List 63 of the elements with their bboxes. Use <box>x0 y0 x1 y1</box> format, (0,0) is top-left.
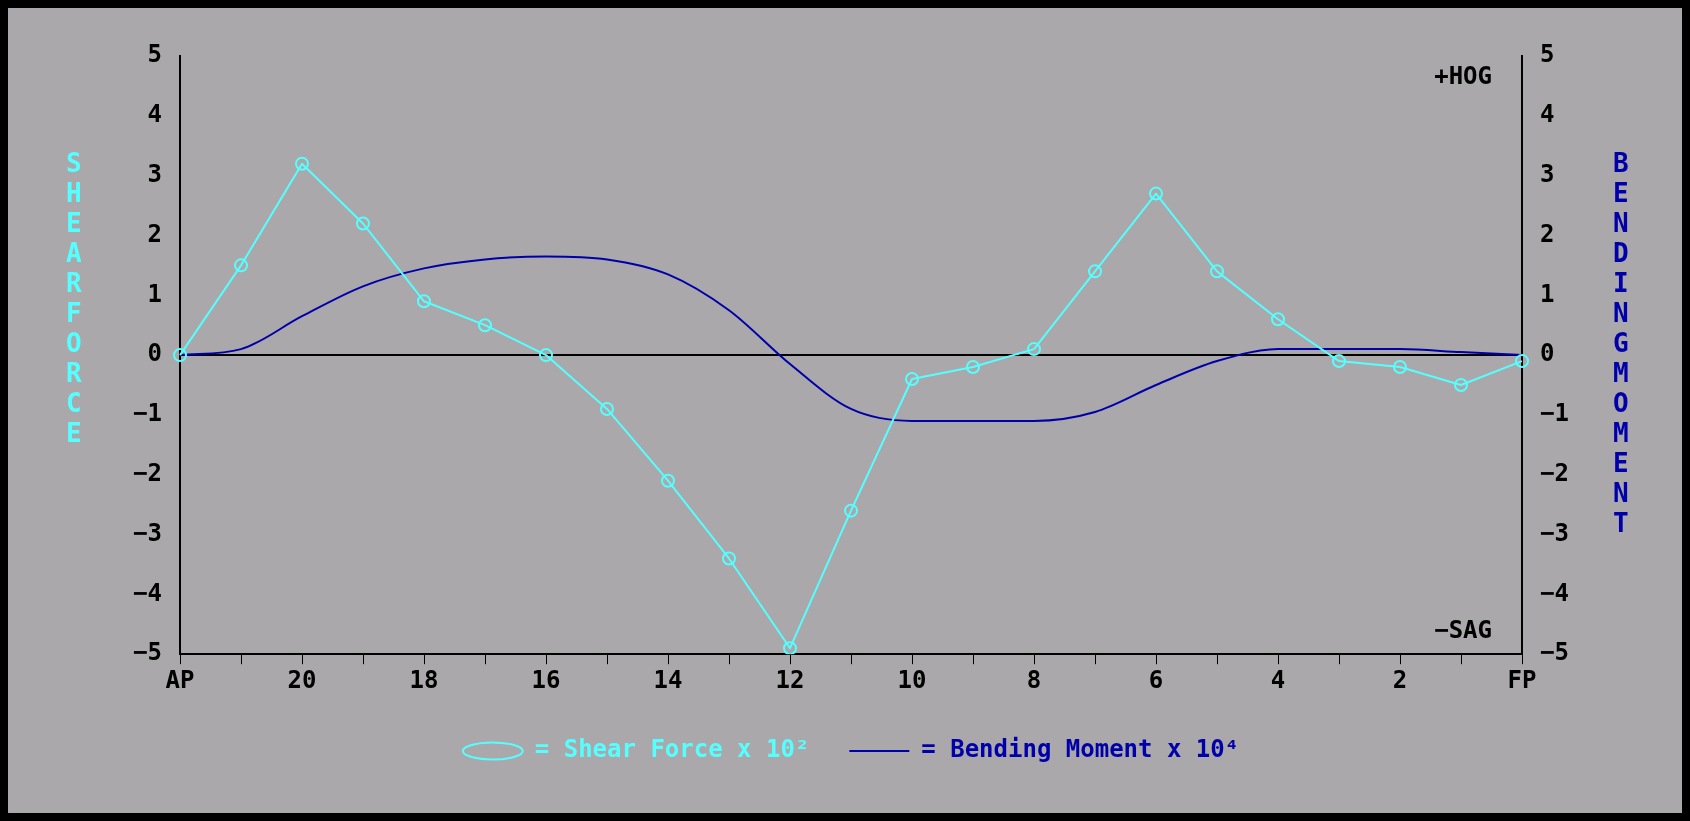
y2-tick-label: −2 <box>1540 458 1569 487</box>
x-tick-label: 2 <box>1392 665 1408 694</box>
point <box>234 258 248 273</box>
point <box>905 372 919 387</box>
legend-label: = Shear Force x 10² <box>534 735 810 764</box>
point <box>1454 378 1468 393</box>
x-tick-label: AP <box>165 665 195 694</box>
y2-tick-label: −5 <box>1540 638 1569 667</box>
y2-tick-label: 3 <box>1540 159 1555 188</box>
y-tick-label: 5 <box>147 40 162 69</box>
x-tick-label: 8 <box>1026 665 1042 694</box>
point <box>295 156 309 171</box>
x-tick-label: 18 <box>409 665 439 694</box>
y-tick-label: 1 <box>147 279 162 308</box>
x-tick-label: 16 <box>531 665 561 694</box>
text: BENDING MOMENT <box>1613 148 1629 538</box>
y-tick-label: −1 <box>133 399 162 428</box>
y2-tick-label: 1 <box>1540 279 1555 308</box>
point <box>661 473 675 488</box>
x-tick-label: 12 <box>775 665 805 694</box>
y2-tick-label: 0 <box>1540 339 1555 368</box>
point <box>1515 354 1529 369</box>
point <box>1271 312 1285 327</box>
x-tick-label: FP <box>1507 665 1537 694</box>
point <box>722 551 736 566</box>
y2-tick-label: 5 <box>1540 40 1555 69</box>
x-tick-label: 10 <box>897 665 927 694</box>
y2-tick-label: −3 <box>1540 518 1569 547</box>
y-tick-label: −2 <box>133 458 162 487</box>
point <box>417 294 431 309</box>
y-tick-label: 0 <box>147 339 162 368</box>
point <box>539 348 553 363</box>
point <box>783 641 797 655</box>
point <box>1088 264 1102 279</box>
y-tick-label: 3 <box>147 159 162 188</box>
y2-tick-label: −1 <box>1540 399 1569 428</box>
point <box>478 318 492 333</box>
legend-label: = Bending Moment x 10⁴ <box>921 735 1240 764</box>
x-tick-label: 4 <box>1270 665 1286 694</box>
y2-tick-label: 2 <box>1540 219 1555 248</box>
point <box>173 348 187 363</box>
point <box>600 401 614 416</box>
y-tick-label: 4 <box>147 100 162 129</box>
y2-tick-label: −4 <box>1540 578 1569 607</box>
point <box>1149 186 1163 201</box>
annotation: −SAG <box>1434 616 1492 645</box>
point <box>844 503 858 518</box>
y2-tick-label: 4 <box>1540 100 1555 129</box>
text: SHEAR FORCE <box>66 148 82 448</box>
y-tick-label: −4 <box>133 578 162 607</box>
point <box>1210 264 1224 279</box>
x-tick-label: 14 <box>653 665 683 694</box>
x-tick-label: 6 <box>1148 665 1164 694</box>
point <box>1393 360 1407 375</box>
y-tick-label: −3 <box>133 518 162 547</box>
annotation: +HOG <box>1434 62 1492 91</box>
point <box>356 216 370 231</box>
point <box>1332 354 1346 369</box>
point <box>966 360 980 375</box>
point <box>1027 342 1041 357</box>
y-tick-label: −5 <box>133 638 162 667</box>
y-tick-label: 2 <box>147 219 162 248</box>
x-tick-label: 20 <box>287 665 317 694</box>
